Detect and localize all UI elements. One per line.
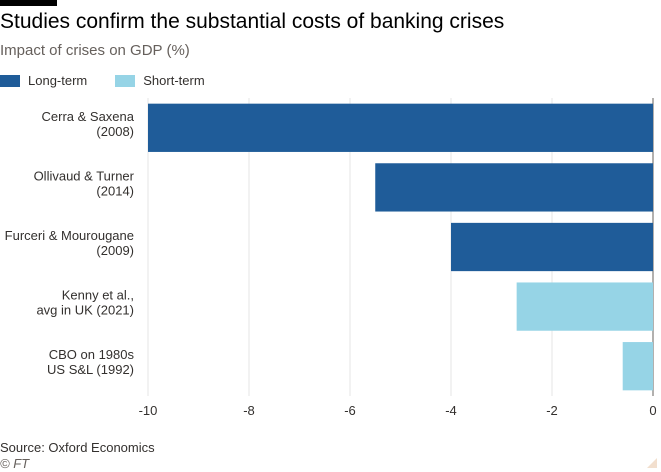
category-label-line: (2014) [96,183,134,198]
category-label-line: US S&L (1992) [47,362,134,377]
bar-1 [148,103,653,152]
bar-2 [375,163,653,212]
category-label-line: (2009) [96,243,134,258]
legend-swatch-short-term [115,74,136,87]
category-label: Cerra & Saxena (2008) [42,109,135,139]
bar-4 [516,282,653,331]
bar-5 [622,342,653,391]
category-label: Furceri & Mourougane (2009) [5,228,134,258]
legend-label-short-term: Short-term [143,73,205,88]
category-label: CBO on 1980s US S&L (1992) [47,347,134,377]
category-label: Ollivaud & Turner (2014) [34,168,135,198]
category-label-line: Furceri & Mourougane [5,228,134,243]
chart-legend: Long-term Short-term [0,73,233,88]
category-label: Kenny et al., avg in UK (2021) [36,288,134,318]
category-label-line: (2008) [96,124,134,139]
category-label-line: avg in UK (2021) [36,303,134,318]
bar-3 [451,222,653,272]
legend-label-long-term: Long-term [28,73,88,88]
category-label-line: CBO on 1980s [49,347,135,362]
category-label-line: Cerra & Saxena [42,109,135,124]
legend-item-short-term: Short-term [115,73,205,88]
x-tick-label: -6 [344,403,356,418]
ft-credit: © FT [0,456,30,471]
x-tick-label: -4 [445,403,457,418]
x-tick-label: -2 [546,403,558,418]
source-note: Source: Oxford Economics [0,440,155,455]
corner-mark [647,458,657,468]
legend-item-long-term: Long-term [0,73,87,88]
ft-top-bar [0,0,57,6]
chart-subtitle: Impact of crises on GDP (%) [0,42,190,59]
chart-title: Studies confirm the substantial costs of… [0,10,505,33]
legend-swatch-long-term [0,74,20,87]
x-tick-label: -8 [243,403,255,418]
x-tick-label: -10 [139,403,158,418]
category-label-line: Kenny et al., [62,288,134,303]
category-label-line: Ollivaud & Turner [34,168,135,183]
x-tick-label: 0 [649,403,656,418]
